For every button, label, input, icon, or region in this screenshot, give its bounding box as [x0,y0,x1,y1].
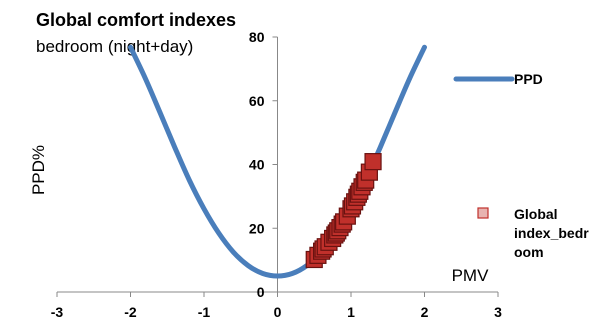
x-tick-label: 0 [274,304,282,320]
x-tick-label: 2 [421,304,429,320]
x-tick-label: 3 [494,304,502,320]
y-tick-label: 20 [249,220,265,236]
x-tick-label: -1 [198,304,211,320]
legend: PPD Global index_bedr oom [453,71,589,260]
chart-title: Global comfort indexes [36,10,236,30]
legend-global-index-label: Global index_bedr oom [514,206,589,260]
x-tick-label: -2 [124,304,137,320]
legend-global-index-swatch [477,207,489,219]
y-axis-label: PPD% [29,145,48,195]
plot-area: -3 -2 -1 0 1 2 3 0 20 40 60 80 [51,29,502,320]
y-tick-label: 80 [249,29,265,45]
legend-ppd-label: PPD [514,71,543,87]
chart-subtitle: bedroom (night+day) [36,37,193,56]
x-tick-label: -3 [51,304,64,320]
y-tick-label: 0 [257,284,265,300]
global-index-point [364,153,382,171]
x-tick-label: 1 [347,304,355,320]
x-axis-label: PMV [452,266,490,285]
y-tick-label: 40 [249,157,265,173]
y-tick-label: 60 [249,93,265,109]
